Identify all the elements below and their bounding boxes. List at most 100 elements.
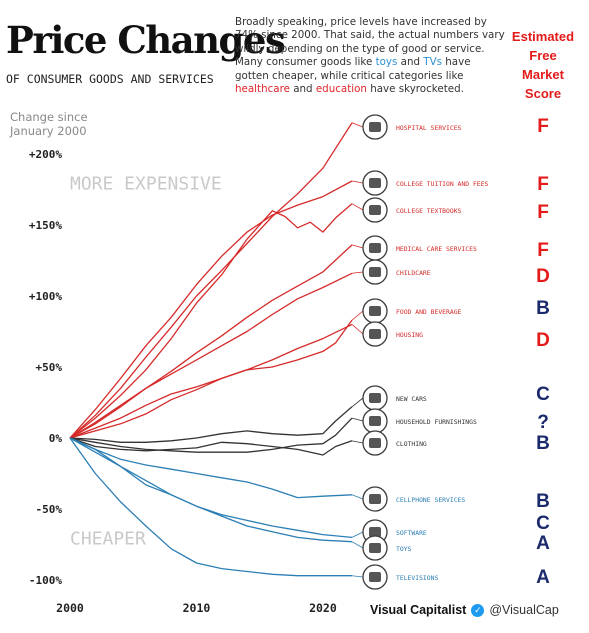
series-label: HOSPITAL SERVICES xyxy=(396,124,462,132)
y-axis-label: Change since January 2000 xyxy=(10,110,88,138)
description-segment: and xyxy=(397,56,424,69)
free-market-score: B xyxy=(536,433,550,454)
free-market-score: D xyxy=(536,266,550,287)
x-tick-label: 2010 xyxy=(183,601,211,615)
label-connector xyxy=(351,417,364,422)
score-header-line: Score xyxy=(524,86,562,101)
free-market-score: C xyxy=(536,384,550,405)
free-market-score: F xyxy=(537,240,549,261)
series-line xyxy=(69,244,353,439)
highlight-word: TVs xyxy=(423,56,442,69)
house-icon-glyph xyxy=(369,329,381,339)
label-connector xyxy=(351,531,364,538)
footer-credit: Visual Capitalist ✓ @VisualCap xyxy=(370,603,559,617)
series-label: MEDICAL CARE SERVICES xyxy=(396,245,477,253)
description-text: Broadly speaking, price levels have incr… xyxy=(235,16,505,96)
x-tick-label: 2000 xyxy=(56,601,84,615)
zone-label-cheaper: CHEAPER xyxy=(70,529,146,550)
description-segment: and xyxy=(289,83,316,96)
hospital-icon-glyph xyxy=(369,122,381,132)
y-tick-label: -100% xyxy=(29,574,62,587)
series-label: HOUSEHOLD FURNISHINGS xyxy=(396,418,477,426)
tv-icon-glyph xyxy=(369,572,381,582)
series-line xyxy=(69,323,353,439)
brand-name: Visual Capitalist xyxy=(370,603,467,617)
series-line xyxy=(69,437,353,499)
free-market-score: ? xyxy=(537,412,549,433)
food-icon-glyph xyxy=(369,306,381,316)
series-label: CELLPHONE SERVICES xyxy=(396,496,465,504)
score-header-line: Estimated xyxy=(511,29,575,44)
free-market-score: F xyxy=(537,116,549,137)
label-connector xyxy=(351,494,364,500)
verified-badge-icon: ✓ xyxy=(471,603,485,617)
description-segment: have skyrocketed. xyxy=(366,83,464,96)
series-line xyxy=(69,406,353,443)
series-label: NEW CARS xyxy=(396,395,427,403)
free-market-score: A xyxy=(536,533,550,554)
toy-icon-glyph xyxy=(369,543,381,553)
series-label: COLLEGE TEXTBOOKS xyxy=(396,207,462,215)
series-label: CHILDCARE xyxy=(396,269,431,277)
series-label: SOFTWARE xyxy=(396,529,427,537)
page-subtitle: OF CONSUMER GOODS AND SERVICES xyxy=(6,72,214,86)
car-icon-glyph xyxy=(369,393,381,403)
label-connector xyxy=(351,244,364,249)
score-header-line: Market xyxy=(522,67,564,82)
free-market-score: B xyxy=(536,298,550,319)
social-handle: @VisualCap xyxy=(489,603,559,617)
series-line xyxy=(69,437,353,456)
label-connector xyxy=(351,310,364,321)
stroller-icon-glyph xyxy=(369,267,381,277)
free-market-score: D xyxy=(536,330,550,351)
series-line xyxy=(69,203,353,439)
textbook-icon-glyph xyxy=(369,205,381,215)
label-connector xyxy=(351,575,364,578)
highlight-word: education xyxy=(315,83,367,96)
shirt-icon-glyph xyxy=(369,438,381,448)
y-tick-label: +100% xyxy=(29,290,62,303)
y-tick-label: +150% xyxy=(29,219,62,232)
series-label: COLLEGE TUITION AND FEES xyxy=(396,180,488,188)
series-line xyxy=(69,319,353,439)
graduation-cap-icon-glyph xyxy=(369,178,381,188)
series-label: HOUSING xyxy=(396,331,423,339)
series-label: FOOD AND BEVERAGE xyxy=(396,308,462,316)
series-line xyxy=(69,437,353,543)
series-label: TOYS xyxy=(396,545,412,553)
description-segment: have gotten cheaper, while critical cate… xyxy=(235,56,471,82)
label-connector xyxy=(351,397,364,408)
camera-icon-glyph xyxy=(369,243,381,253)
label-connector xyxy=(351,203,364,211)
sofa-icon-glyph xyxy=(369,416,381,426)
software-icon-glyph xyxy=(369,527,381,537)
y-axis-label-line: Change since xyxy=(10,110,88,124)
free-market-score: F xyxy=(537,174,549,195)
cellphone-icon-glyph xyxy=(369,494,381,504)
series-label: TELEVISIONS xyxy=(396,574,438,582)
x-tick-label: 2020 xyxy=(309,601,337,615)
free-market-score-header: Estimated Free Market Score xyxy=(497,27,589,103)
label-connector xyxy=(351,122,364,128)
y-axis-label-line: January 2000 xyxy=(10,124,87,138)
free-market-score: F xyxy=(537,202,549,223)
series-line xyxy=(69,122,353,439)
free-market-score: B xyxy=(536,491,550,512)
series-line xyxy=(69,180,353,439)
score-header-line: Free xyxy=(529,48,557,63)
label-connector xyxy=(351,541,364,549)
highlight-word: toys xyxy=(375,56,398,69)
y-tick-label: 0% xyxy=(49,432,63,445)
y-tick-label: -50% xyxy=(36,503,63,516)
series-line xyxy=(69,437,353,539)
label-connector xyxy=(351,324,364,335)
label-connector xyxy=(351,440,364,444)
highlight-word: healthcare xyxy=(235,83,290,96)
label-connector xyxy=(351,271,364,274)
label-connector xyxy=(351,180,364,184)
free-market-score: A xyxy=(536,567,550,588)
series-label: CLOTHING xyxy=(396,440,427,448)
y-tick-label: +50% xyxy=(36,361,63,374)
series-line xyxy=(69,417,353,453)
